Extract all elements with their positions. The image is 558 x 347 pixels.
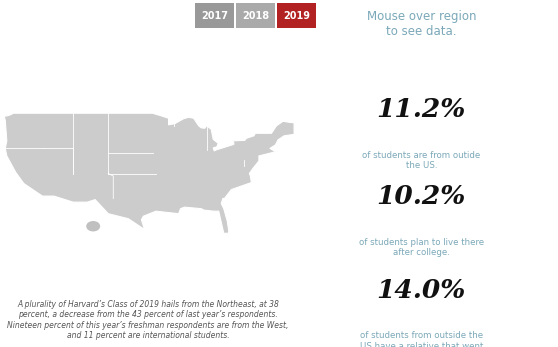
FancyBboxPatch shape bbox=[195, 3, 234, 28]
Text: of students are from outide
the US.: of students are from outide the US. bbox=[362, 151, 480, 170]
FancyBboxPatch shape bbox=[277, 3, 316, 28]
Text: A plurality of Harvard’s Class of 2019 hails from the Northeast, at 38
percent, : A plurality of Harvard’s Class of 2019 h… bbox=[7, 300, 288, 340]
Text: 2019: 2019 bbox=[283, 11, 310, 20]
Polygon shape bbox=[4, 113, 294, 233]
Ellipse shape bbox=[87, 222, 99, 231]
Text: 2018: 2018 bbox=[242, 11, 269, 20]
Text: Mouse over region
to see data.: Mouse over region to see data. bbox=[367, 10, 476, 39]
Text: of students from outside the
US have a relative that went
to Harvard College.: of students from outside the US have a r… bbox=[359, 331, 483, 347]
Text: 2017: 2017 bbox=[201, 11, 228, 20]
Text: 11.2%: 11.2% bbox=[377, 97, 466, 122]
Text: of students plan to live there
after college.: of students plan to live there after col… bbox=[359, 238, 484, 257]
Text: 14.0%: 14.0% bbox=[377, 278, 466, 303]
FancyBboxPatch shape bbox=[236, 3, 275, 28]
Text: 10.2%: 10.2% bbox=[377, 184, 466, 209]
